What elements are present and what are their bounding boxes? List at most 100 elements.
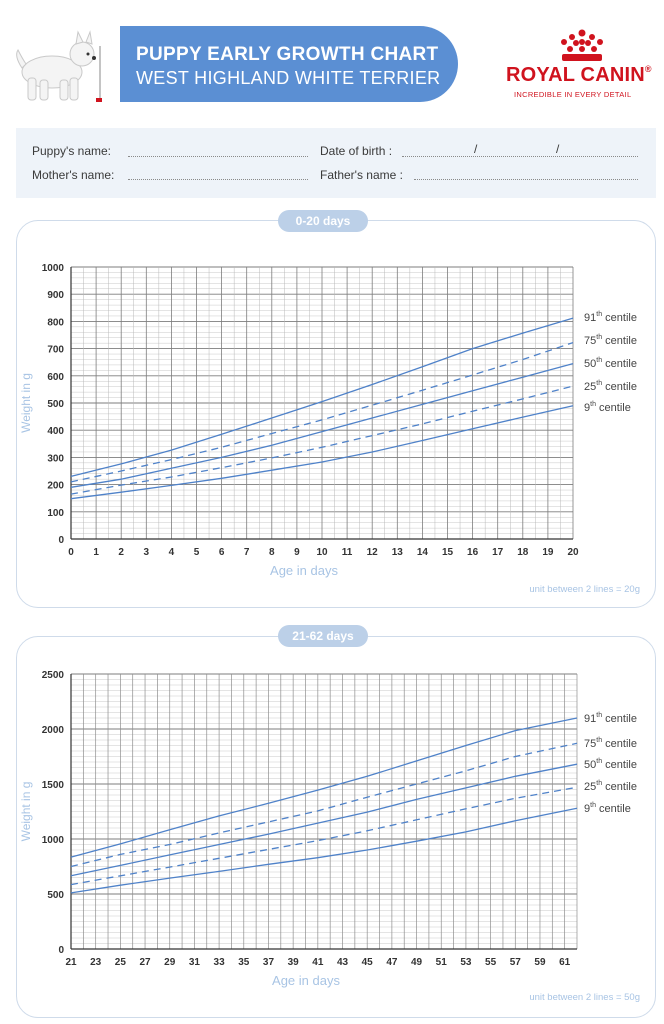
y-tick-label: 400 — [47, 426, 64, 437]
x-tick-label: 27 — [139, 957, 151, 968]
y-tick-label: 300 — [47, 453, 64, 464]
x-tick-label: 1 — [93, 547, 99, 558]
legend-label-91-centile: 91th centile — [584, 712, 637, 725]
x-tick-label: 43 — [337, 957, 349, 968]
x-tick-label: 4 — [169, 547, 175, 558]
date-separator: / — [556, 142, 560, 156]
y-tick-label: 0 — [58, 535, 64, 546]
x-tick-label: 55 — [485, 957, 497, 968]
puppy-name-field[interactable] — [128, 156, 308, 157]
father-name-field[interactable] — [414, 179, 638, 180]
centile-curve-91 — [70, 717, 578, 858]
growth-chart-21-62-days: 0 500 1000 1500 2000 2500 21 23 25 27 29 31 33 35 37 39… — [19, 670, 640, 1003]
y-tick-label: 1500 — [42, 780, 65, 791]
y-tick-label: 2000 — [42, 725, 65, 736]
x-tick-label: 31 — [189, 957, 201, 968]
brand-name: ROYAL CANIN® — [506, 64, 652, 86]
legend-label-91-centile: 91th centile — [584, 311, 637, 324]
x-tick-label: 10 — [316, 547, 328, 558]
legend-label-75-centile: 75th centile — [584, 334, 637, 347]
x-tick-label: 29 — [164, 957, 176, 968]
y-tick-label: 0 — [58, 945, 64, 956]
y-tick-label: 1000 — [42, 835, 65, 846]
y-tick-label: 900 — [47, 290, 64, 301]
x-tick-label: 20 — [567, 547, 579, 558]
x-tick-label: 11 — [342, 547, 353, 558]
centile-curve-75 — [70, 742, 578, 868]
x-tick-label: 9 — [294, 547, 300, 558]
centile-curve-91 — [70, 317, 574, 478]
x-tick-label: 5 — [194, 547, 200, 558]
section-label-21-62-days: 21-62 days — [278, 625, 368, 647]
legend-label-50-centile: 50th centile — [584, 357, 637, 370]
page-title: PUPPY EARLY GROWTH CHART — [136, 44, 439, 65]
date-separator: / — [474, 142, 478, 156]
x-tick-label: 13 — [392, 547, 404, 558]
x-axis-title: Age in days — [270, 563, 338, 578]
x-tick-label: 49 — [411, 957, 423, 968]
centile-curve-50 — [70, 362, 574, 488]
x-tick-label: 45 — [362, 957, 374, 968]
mother-name-label: Mother's name: — [32, 168, 115, 182]
mother-name-field[interactable] — [128, 179, 308, 180]
x-tick-label: 14 — [417, 547, 429, 558]
west-highland-terrier-icon — [16, 30, 102, 102]
y-tick-label: 1000 — [42, 263, 65, 274]
x-tick-label: 18 — [517, 547, 529, 558]
legend-label-75-centile: 75th centile — [584, 737, 637, 750]
puppy-name-label: Puppy's name: — [32, 144, 112, 158]
y-tick-label: 200 — [47, 481, 64, 492]
x-tick-label: 3 — [144, 547, 150, 558]
legend-label-9-centile: 9th centile — [584, 802, 631, 815]
y-tick-label: 100 — [47, 508, 64, 519]
section-label-0-20-days: 0-20 days — [278, 210, 368, 232]
x-tick-label: 7 — [244, 547, 250, 558]
x-tick-label: 47 — [386, 957, 398, 968]
x-tick-label: 41 — [312, 957, 324, 968]
date-of-birth-field[interactable] — [402, 156, 638, 157]
x-tick-label: 23 — [90, 957, 102, 968]
puppy-info-form: Puppy's name: Date of birth : / / Mother… — [16, 128, 656, 198]
x-tick-label: 2 — [118, 547, 124, 558]
brand-tagline: INCREDIBLE IN EVERY DETAIL — [514, 90, 632, 99]
dog-illustration — [4, 24, 112, 110]
page-subtitle: WEST HIGHLAND WHITE TERRIER — [136, 68, 441, 88]
y-tick-label: 700 — [47, 345, 64, 356]
x-tick-label: 15 — [442, 547, 454, 558]
brand-logo: ROYAL CANIN® INCREDIBLE IN EVERY DETAIL — [500, 24, 664, 104]
x-tick-label: 35 — [238, 957, 250, 968]
centile-curve-9 — [70, 807, 578, 894]
registered-mark: ® — [644, 64, 652, 74]
x-tick-label: 25 — [115, 957, 127, 968]
x-tick-label: 19 — [542, 547, 554, 558]
x-tick-label: 53 — [460, 957, 472, 968]
x-tick-label: 17 — [492, 547, 504, 558]
y-tick-label: 600 — [47, 372, 64, 383]
y-tick-label: 800 — [47, 317, 64, 328]
centile-curve-50 — [70, 763, 578, 877]
x-tick-label: 12 — [367, 547, 379, 558]
x-tick-label: 61 — [559, 957, 571, 968]
x-tick-label: 37 — [263, 957, 275, 968]
x-tick-label: 16 — [467, 547, 479, 558]
y-axis-title: Weight in g — [19, 373, 33, 433]
x-tick-label: 57 — [510, 957, 522, 968]
unit-note: unit between 2 lines = 50g — [529, 992, 640, 1003]
date-of-birth-label: Date of birth : — [320, 144, 393, 158]
legend-label-25-centile: 25th centile — [584, 780, 637, 793]
x-tick-label: 39 — [288, 957, 300, 968]
crown-icon — [561, 29, 603, 61]
father-name-label: Father's name : — [320, 168, 403, 182]
header-banner — [120, 26, 458, 102]
y-tick-label: 500 — [47, 399, 64, 410]
x-tick-label: 0 — [68, 547, 74, 558]
chart-frame-21-62-days — [16, 636, 656, 1018]
centile-curve-9 — [70, 405, 574, 500]
legend-label-50-centile: 50th centile — [584, 758, 637, 771]
x-tick-label: 59 — [534, 957, 546, 968]
x-tick-label: 51 — [436, 957, 448, 968]
centile-curve-75 — [70, 341, 574, 483]
x-tick-label: 33 — [214, 957, 226, 968]
legend-label-9-centile: 9th centile — [584, 401, 631, 414]
